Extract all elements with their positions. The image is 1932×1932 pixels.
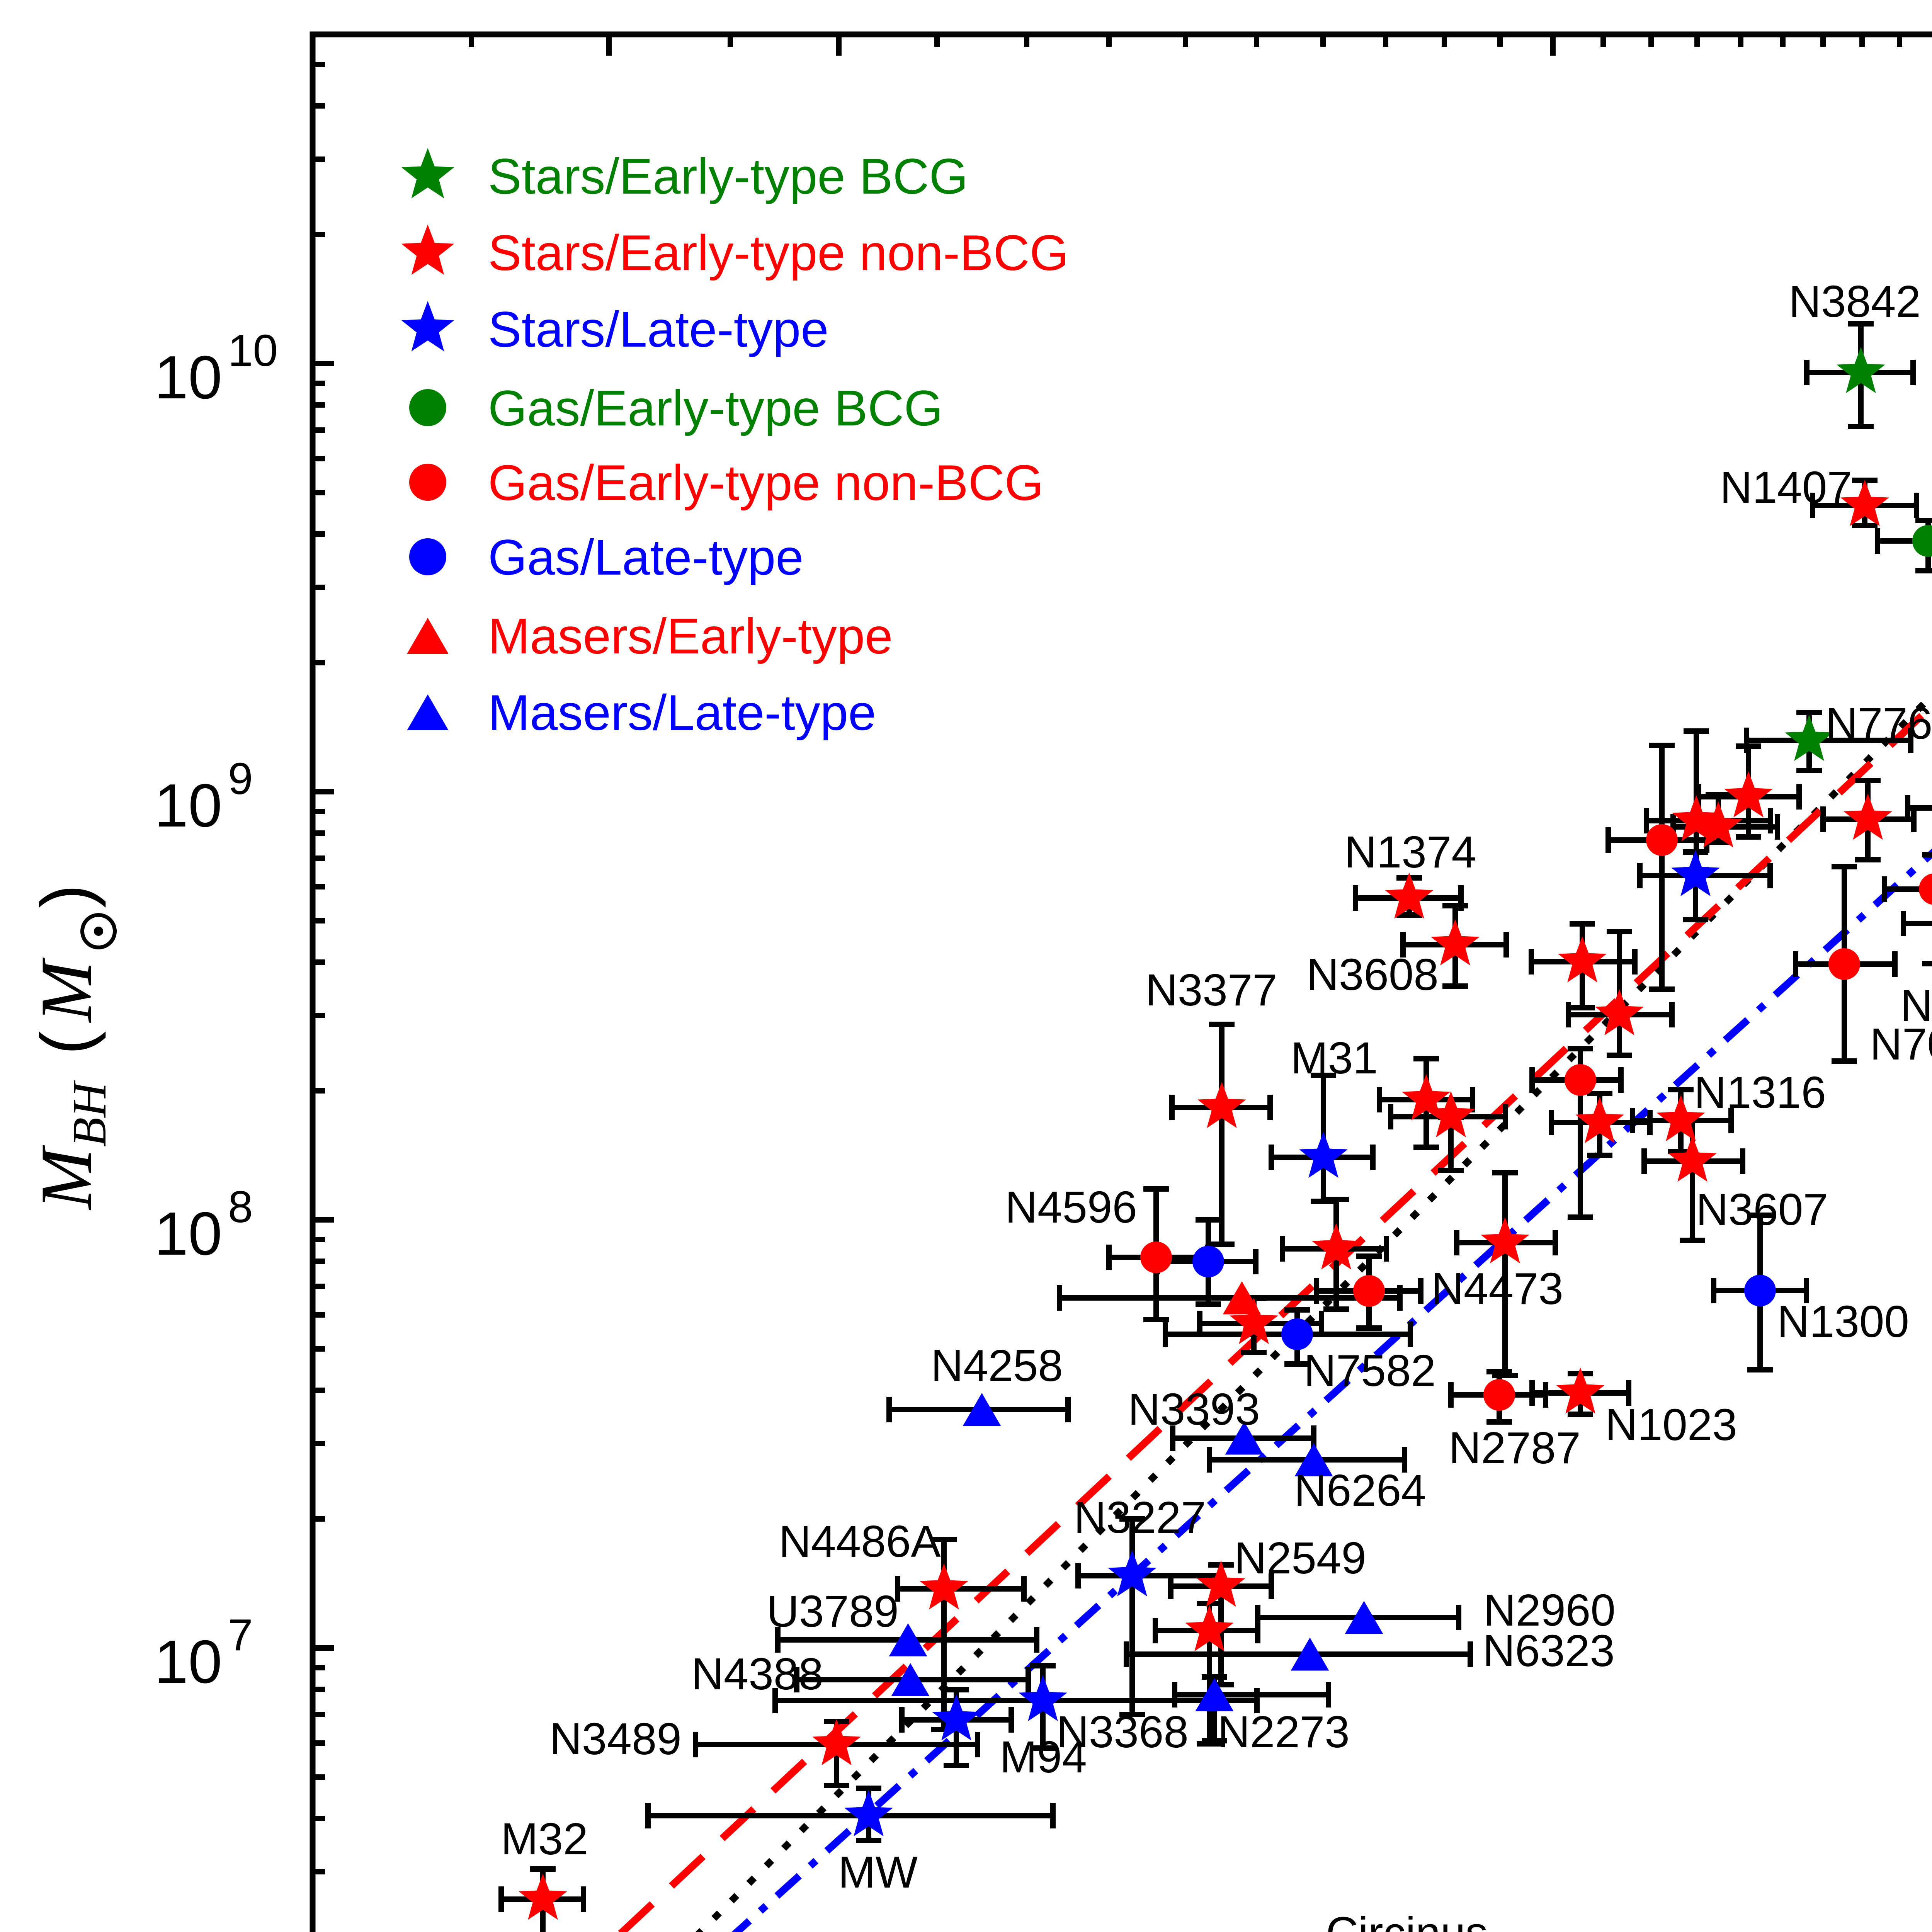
svg-text:Stars/Early-type BCG: Stars/Early-type BCG	[488, 148, 968, 204]
svg-text:N6264: N6264	[1294, 1465, 1426, 1515]
svg-text:N7052: N7052	[1870, 1019, 1932, 1069]
svg-text:N1300: N1300	[1777, 1296, 1909, 1347]
svg-text:N4473: N4473	[1431, 1264, 1563, 1314]
svg-text:Stars/Late-type: Stars/Late-type	[488, 301, 829, 357]
svg-text:N7768: N7768	[1825, 698, 1932, 748]
svg-text:N3842: N3842	[1789, 276, 1921, 327]
svg-text:N7582: N7582	[1304, 1345, 1436, 1396]
svg-text:N1407: N1407	[1720, 462, 1852, 512]
svg-text:M: M	[26, 957, 107, 1023]
svg-text:N1374: N1374	[1344, 827, 1476, 877]
svg-text:Gas/Late-type: Gas/Late-type	[488, 529, 804, 585]
svg-text:N6251: N6251	[1900, 980, 1932, 1031]
svg-text:N3393: N3393	[1128, 1384, 1260, 1434]
svg-text:U3789: U3789	[767, 1586, 899, 1636]
svg-text:M31: M31	[1291, 1033, 1378, 1083]
svg-text:10: 10	[228, 325, 278, 376]
svg-text:Circinus: Circinus	[1326, 1908, 1488, 1932]
svg-text:N2787: N2787	[1449, 1423, 1581, 1473]
svg-text:Masers/Early-type: Masers/Early-type	[488, 608, 893, 664]
svg-text:M94: M94	[1000, 1732, 1087, 1782]
svg-text:N6323: N6323	[1483, 1626, 1615, 1676]
svg-text:N3607: N3607	[1696, 1184, 1828, 1235]
svg-text:10: 10	[154, 772, 222, 840]
svg-text:7: 7	[228, 1610, 253, 1660]
svg-text:N4486A: N4486A	[779, 1516, 941, 1566]
svg-text:N1023: N1023	[1605, 1400, 1737, 1450]
svg-text:Masers/Late-type: Masers/Late-type	[488, 684, 876, 741]
svg-text:): )	[27, 884, 106, 908]
svg-text:10: 10	[154, 344, 222, 412]
svg-text:N2273: N2273	[1218, 1707, 1350, 1757]
svg-text:N2549: N2549	[1234, 1533, 1366, 1583]
svg-text:N1316: N1316	[1694, 1067, 1826, 1117]
svg-text:N4388: N4388	[691, 1649, 823, 1699]
svg-text:N4596: N4596	[1005, 1182, 1137, 1232]
svg-text:Gas/Early-type BCG: Gas/Early-type BCG	[488, 380, 943, 436]
svg-text:BH: BH	[63, 1080, 116, 1147]
svg-text:N2960: N2960	[1483, 1585, 1616, 1635]
svg-text:Stars/Early-type non-BCG: Stars/Early-type non-BCG	[488, 224, 1069, 281]
svg-text:N3368: N3368	[1056, 1707, 1189, 1757]
svg-text:8: 8	[228, 1182, 253, 1232]
svg-text:N3227: N3227	[1074, 1492, 1206, 1543]
svg-text:9: 9	[228, 753, 253, 804]
svg-text:MW: MW	[838, 1847, 918, 1897]
svg-text:N4258: N4258	[931, 1340, 1063, 1391]
svg-text:M32: M32	[501, 1814, 588, 1864]
svg-text:10: 10	[154, 1200, 222, 1268]
svg-text:N3608: N3608	[1306, 949, 1439, 1000]
svg-text:Gas/Early-type non-BCG: Gas/Early-type non-BCG	[488, 454, 1044, 511]
svg-text:10: 10	[154, 1628, 222, 1696]
svg-text:(: (	[27, 1031, 106, 1055]
svg-text:N3377: N3377	[1145, 965, 1277, 1015]
svg-text:M: M	[26, 1145, 107, 1211]
svg-text:N3489: N3489	[549, 1714, 682, 1764]
